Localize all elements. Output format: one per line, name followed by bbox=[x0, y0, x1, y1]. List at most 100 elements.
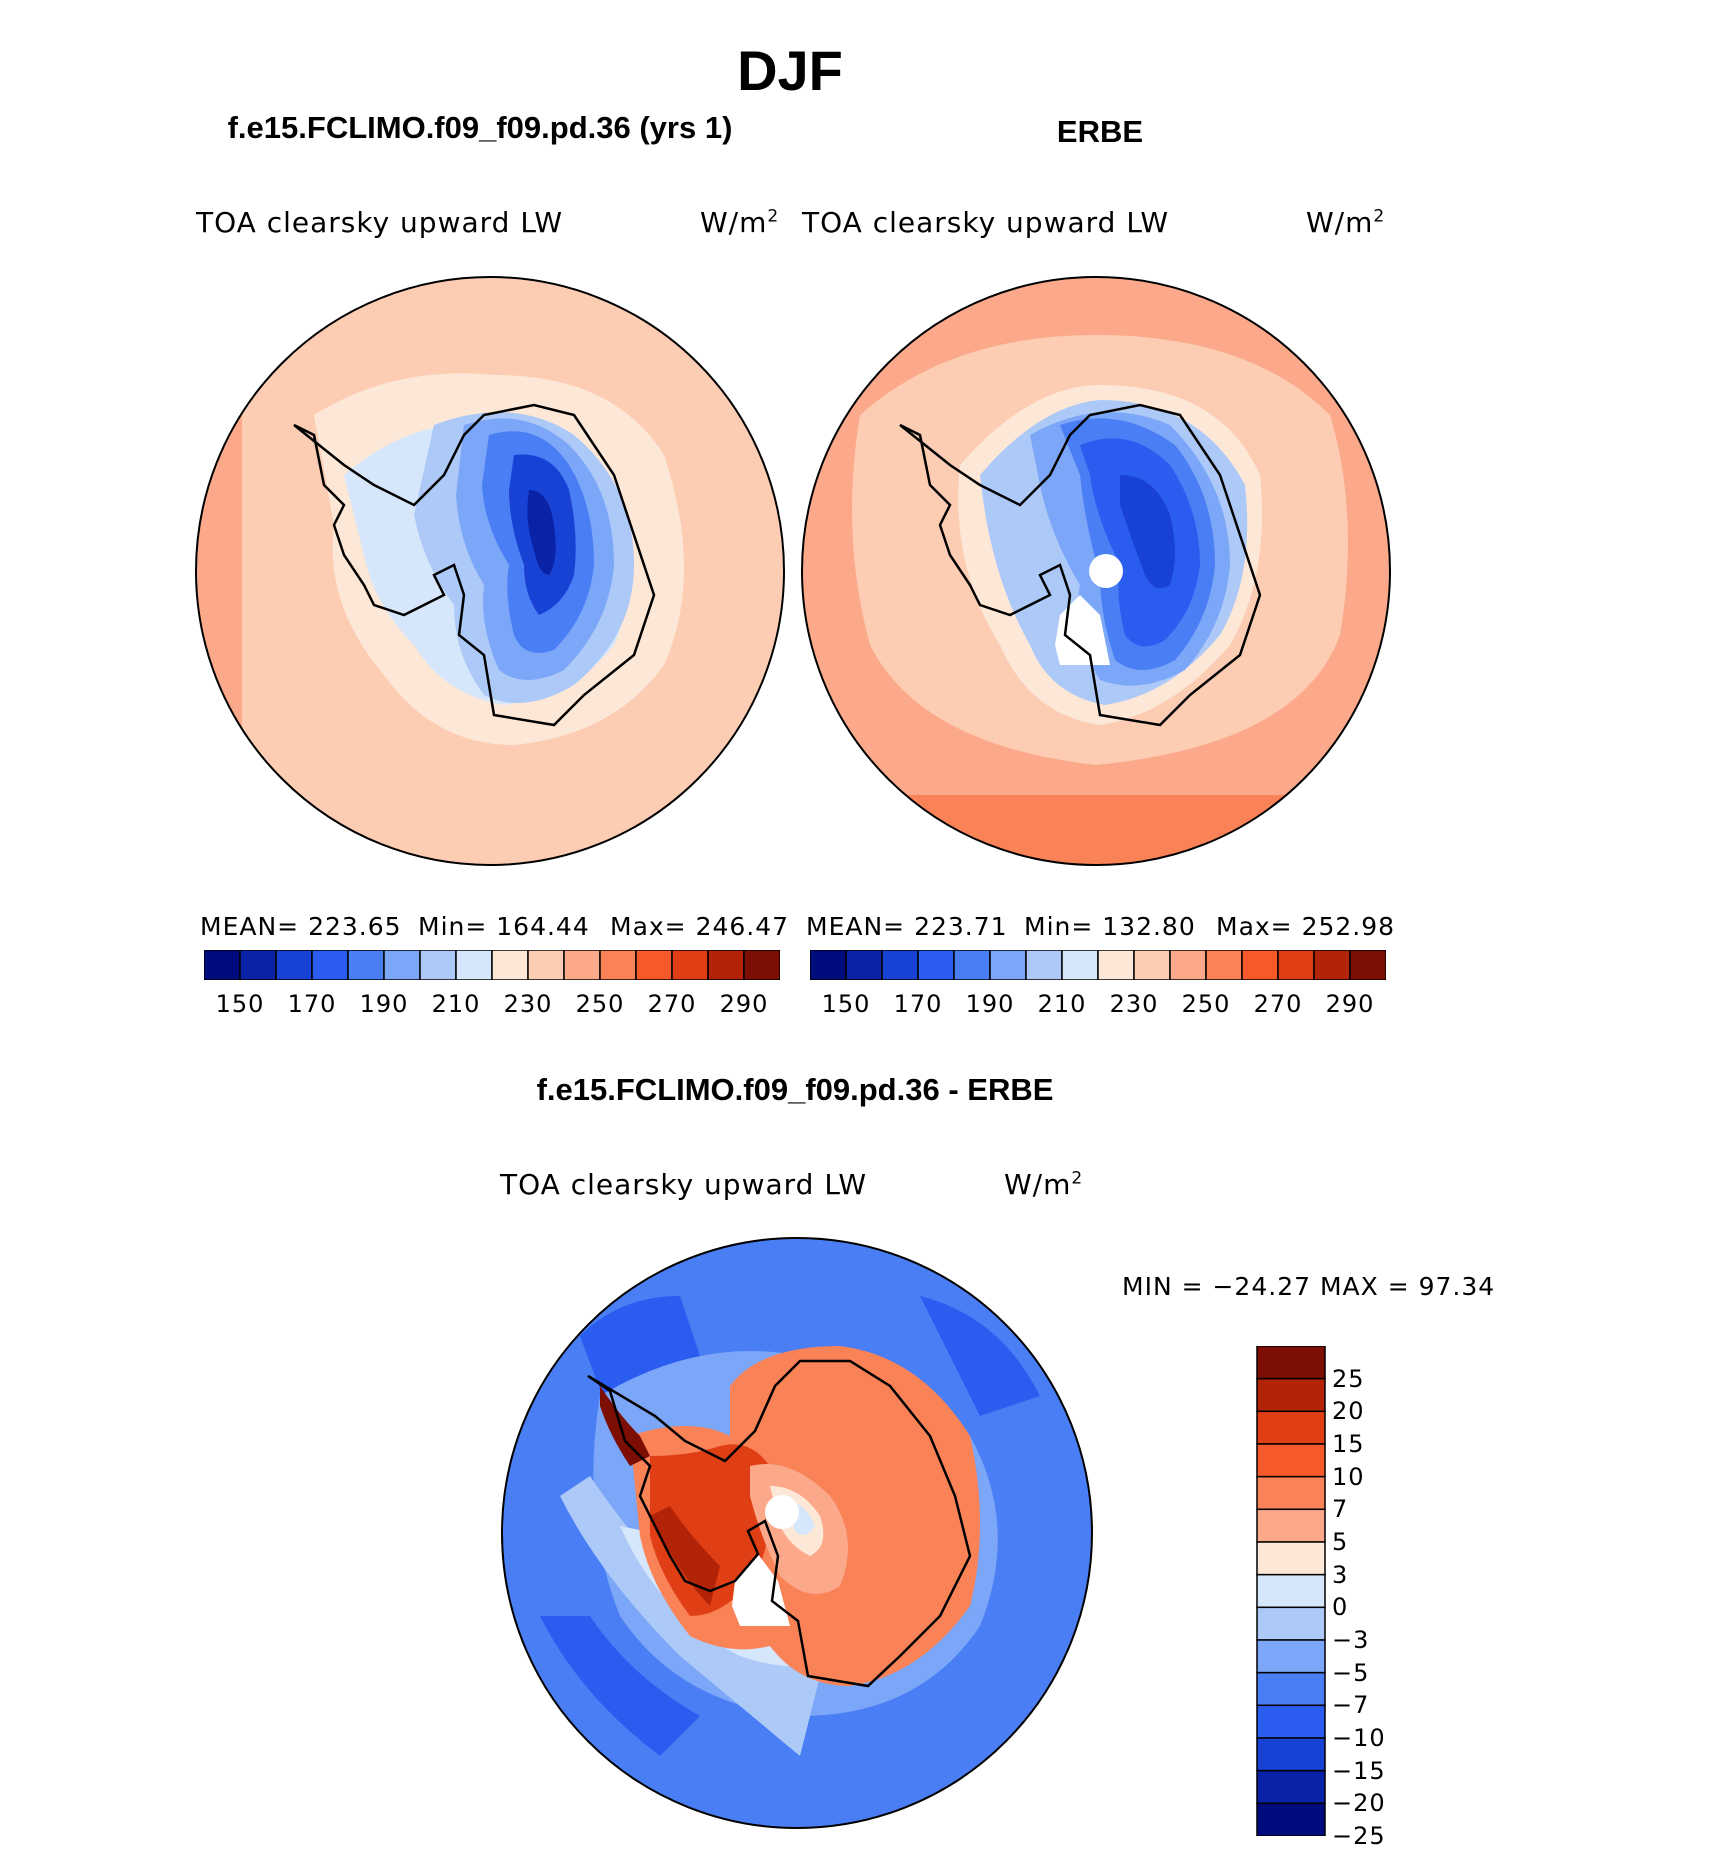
colorbar-tick-label: −10 bbox=[1332, 1724, 1386, 1752]
colorbar-tick-label: 210 bbox=[431, 990, 481, 1018]
colorbar-tick-label: 190 bbox=[359, 990, 409, 1018]
colorbar-tick-label: 170 bbox=[287, 990, 337, 1018]
colorbar-tick-label: 230 bbox=[1109, 990, 1159, 1018]
colorbar-swatch bbox=[1256, 1475, 1326, 1511]
diff-minmax: MIN = −24.27 MAX = 97.34 bbox=[1122, 1272, 1496, 1301]
colorbar-swatch bbox=[1256, 1802, 1326, 1836]
colorbar-swatch bbox=[1097, 950, 1135, 980]
model-min: Min= 164.44 bbox=[418, 912, 590, 941]
colorbar-swatch bbox=[707, 950, 745, 980]
colorbar-swatch bbox=[491, 950, 529, 980]
colorbar-tick-label: 190 bbox=[965, 990, 1015, 1018]
colorbar-swatch bbox=[1241, 950, 1279, 980]
colorbar-swatch bbox=[1313, 950, 1351, 980]
colorbar-swatch bbox=[347, 950, 385, 980]
colorbar-swatch bbox=[311, 950, 349, 980]
colorbar-tick-label: 290 bbox=[719, 990, 769, 1018]
colorbar-tick-label: 20 bbox=[1332, 1397, 1365, 1426]
colorbar-tick-label: 230 bbox=[503, 990, 553, 1018]
colorbar-swatch bbox=[563, 950, 601, 980]
colorbar-tick-label: 10 bbox=[1332, 1462, 1365, 1491]
colorbar-swatch bbox=[953, 950, 991, 980]
colorbar-swatch bbox=[419, 950, 457, 980]
colorbar-swatch bbox=[204, 950, 241, 980]
model-mean: MEAN= 223.65 bbox=[200, 912, 402, 941]
obs-colorbar-ticks: 150 170 190 210 230 250 270 290 bbox=[810, 990, 1386, 1020]
colorbar-swatch bbox=[1025, 950, 1063, 980]
model-polar-map bbox=[195, 276, 785, 866]
colorbar-swatch bbox=[1256, 1704, 1326, 1739]
colorbar-swatch bbox=[1256, 1671, 1326, 1707]
colorbar-tick-label: 150 bbox=[215, 990, 265, 1018]
model-max: Max= 246.47 bbox=[610, 912, 790, 941]
colorbar-tick-label: −7 bbox=[1332, 1691, 1370, 1720]
model-colorbar-ticks: 150 170 190 210 230 250 270 290 bbox=[204, 990, 780, 1020]
obs-units-label: W/m2 bbox=[1306, 206, 1386, 239]
colorbar-tick-label: 0 bbox=[1332, 1593, 1349, 1622]
colorbar-swatch bbox=[1256, 1377, 1326, 1413]
diff-variable-label: TOA clearsky upward LW bbox=[500, 1168, 868, 1201]
obs-variable-label: TOA clearsky upward LW bbox=[802, 206, 1170, 239]
colorbar-tick-label: 5 bbox=[1332, 1528, 1349, 1556]
diff-units-label: W/m2 bbox=[1004, 1168, 1084, 1201]
colorbar-tick-label: −3 bbox=[1332, 1626, 1370, 1654]
colorbar-swatch bbox=[881, 950, 919, 980]
colorbar-swatch bbox=[1277, 950, 1315, 980]
colorbar-tick-label: 170 bbox=[893, 990, 943, 1018]
colorbar-swatch bbox=[527, 950, 565, 980]
colorbar-swatch bbox=[1256, 1346, 1326, 1380]
model-colorbar bbox=[204, 950, 780, 980]
obs-polar-map bbox=[801, 276, 1391, 866]
colorbar-swatch bbox=[1256, 1573, 1326, 1609]
colorbar-swatch bbox=[239, 950, 277, 980]
colorbar-swatch bbox=[635, 950, 673, 980]
model-panel-title: f.e15.FCLIMO.f09_f09.pd.36 (yrs 1) bbox=[227, 110, 733, 145]
main-title: DJF bbox=[737, 39, 843, 102]
colorbar-swatch bbox=[743, 950, 780, 980]
colorbar-tick-label: −20 bbox=[1332, 1789, 1386, 1818]
colorbar-swatch bbox=[599, 950, 637, 980]
colorbar-tick-label: 7 bbox=[1332, 1495, 1349, 1524]
colorbar-swatch bbox=[383, 950, 421, 980]
colorbar-tick-label: 25 bbox=[1332, 1364, 1365, 1393]
colorbar-swatch bbox=[1256, 1737, 1326, 1772]
colorbar-swatch bbox=[1256, 1769, 1326, 1805]
colorbar-tick-label: −25 bbox=[1332, 1822, 1386, 1850]
model-units-label: W/m2 bbox=[700, 206, 780, 239]
model-variable-label: TOA clearsky upward LW bbox=[196, 206, 564, 239]
colorbar-swatch bbox=[1256, 1410, 1326, 1445]
colorbar-swatch bbox=[1133, 950, 1171, 980]
obs-panel-title: ERBE bbox=[1056, 114, 1144, 149]
colorbar-swatch bbox=[917, 950, 955, 980]
colorbar-swatch bbox=[1256, 1508, 1326, 1543]
colorbar-tick-label: 3 bbox=[1332, 1560, 1349, 1589]
colorbar-swatch bbox=[275, 950, 313, 980]
colorbar-tick-label: 150 bbox=[821, 990, 871, 1018]
colorbar-swatch bbox=[845, 950, 883, 980]
colorbar-swatch bbox=[1256, 1541, 1326, 1576]
colorbar-swatch bbox=[1169, 950, 1207, 980]
colorbar-swatch bbox=[455, 950, 493, 980]
colorbar-tick-label: 15 bbox=[1332, 1430, 1365, 1458]
colorbar-swatch bbox=[989, 950, 1027, 980]
colorbar-tick-label: 250 bbox=[575, 990, 625, 1018]
colorbar-swatch bbox=[1256, 1606, 1326, 1641]
obs-max: Max= 252.98 bbox=[1216, 912, 1396, 941]
colorbar-swatch bbox=[1205, 950, 1243, 980]
colorbar-tick-label: 270 bbox=[1253, 990, 1303, 1018]
colorbar-tick-label: 210 bbox=[1037, 990, 1087, 1018]
colorbar-tick-label: 290 bbox=[1325, 990, 1375, 1018]
colorbar-tick-label: −15 bbox=[1332, 1756, 1386, 1785]
colorbar-tick-label: −5 bbox=[1332, 1658, 1370, 1687]
obs-mean: MEAN= 223.71 bbox=[806, 912, 1008, 941]
colorbar-swatch bbox=[1256, 1639, 1326, 1674]
obs-min: Min= 132.80 bbox=[1024, 912, 1196, 941]
colorbar-swatch bbox=[1256, 1443, 1326, 1478]
colorbar-swatch bbox=[1349, 950, 1386, 980]
diff-colorbar bbox=[1256, 1346, 1326, 1836]
obs-colorbar bbox=[810, 950, 1386, 980]
diff-polar-map bbox=[501, 1237, 1093, 1829]
colorbar-swatch bbox=[1061, 950, 1099, 980]
colorbar-swatch bbox=[671, 950, 709, 980]
diff-colorbar-ticks: 25 20 15 10 7 5 3 0 −3 −5 −7 −10 −15 −20 −25 bbox=[1332, 1346, 1422, 1850]
